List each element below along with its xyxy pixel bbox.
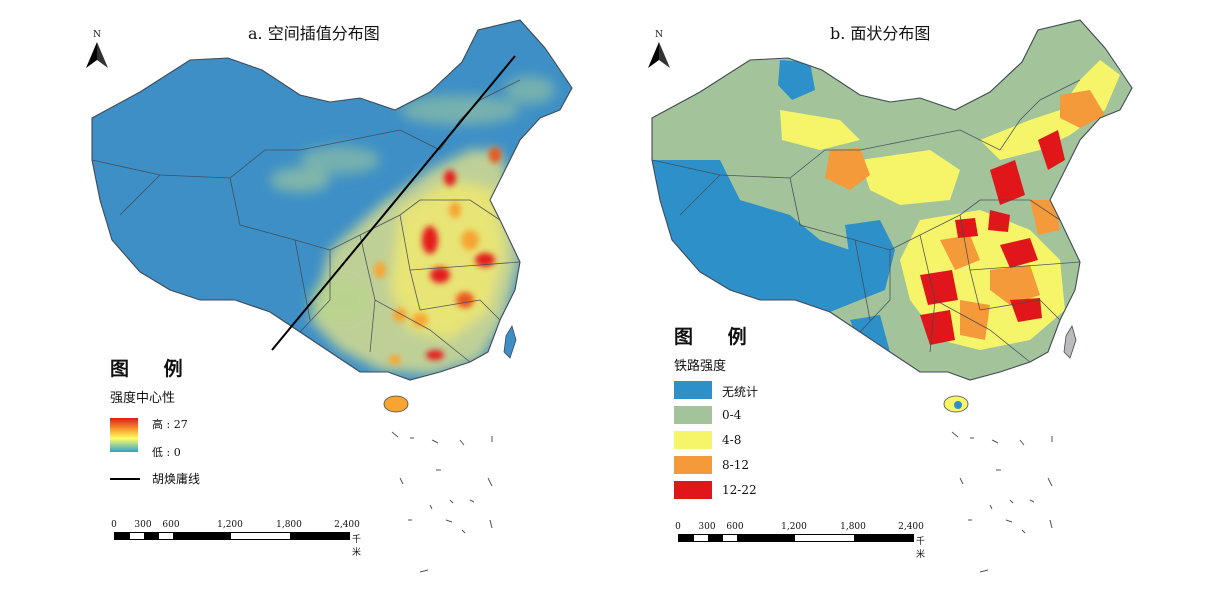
legend-class-12-22: 12-22: [674, 480, 844, 502]
gradient-swatch: [110, 418, 138, 452]
legend-class-label: 0-4: [722, 408, 742, 422]
north-arrow-b: N: [646, 30, 672, 68]
china-map-a: [91, 19, 573, 573]
legend-class-label: 无统计: [722, 385, 759, 399]
legend-swatch: [674, 456, 712, 474]
taiwan-island: [503, 325, 517, 359]
scale-tick: 2,400: [334, 520, 360, 530]
north-arrow-a: N: [84, 30, 110, 68]
scale-unit: 千米: [916, 537, 926, 560]
legend-class-label: 8-12: [722, 458, 749, 472]
hu-huanyong-line: [271, 55, 516, 351]
scale-tick: 0: [675, 522, 681, 532]
panel-a-interpolation-map: a. 空间插值分布图 N: [0, 0, 600, 596]
line-label: 胡焕庸线: [152, 472, 201, 486]
scale-tick: 0: [111, 520, 117, 530]
north-label: N: [655, 30, 663, 40]
panel-b-choropleth-map: b. 面状分布图 N: [560, 0, 1160, 596]
legend-a: 图 例 强度中心性 高 : 27 低 : 0 胡焕庸线: [110, 354, 290, 488]
south-sea-islands-b: [951, 431, 1053, 573]
scale-tick: 2,400: [898, 522, 924, 532]
legend-class-label: 12-22: [722, 483, 757, 497]
scale-tick: 600: [726, 522, 744, 532]
legend-b: 图 例 铁路强度 无统计 0-4 4-8 8-12 12-22: [674, 322, 844, 502]
scale-bar-graphic: [678, 534, 914, 542]
scale-tick: 1,200: [217, 520, 243, 530]
scale-tick: 1,200: [781, 522, 807, 532]
gradient-low-label: 低 : 0: [152, 446, 181, 459]
china-map-b: [651, 19, 1133, 573]
legend-swatch: [674, 481, 712, 499]
scale-bar-b: 0 300 600 1,200 1,800 2,400 千米: [675, 522, 925, 560]
scale-tick: 1,800: [276, 520, 302, 530]
legend-class-4-8: 4-8: [674, 430, 844, 452]
line-swatch: [110, 478, 140, 480]
north-arrow-icon: [86, 42, 108, 68]
legend-class-8-12: 8-12: [674, 455, 844, 477]
scale-tick: 300: [134, 520, 152, 530]
scale-tick: 300: [698, 522, 716, 532]
panel-b-title: b. 面状分布图: [830, 24, 931, 43]
legend-class-0-4: 0-4: [674, 405, 844, 427]
south-sea-islands-a: [391, 431, 493, 573]
legend-swatch: [674, 431, 712, 449]
scale-bar-a: 0 300 600 1,200 1,800 2,400 千米: [111, 520, 361, 558]
scale-tick: 600: [162, 520, 180, 530]
gradient-high-label: 高 : 27: [152, 418, 188, 431]
scale-unit: 千米: [352, 535, 362, 558]
legend-title: 图 例: [674, 326, 761, 348]
hainan-island: [383, 395, 409, 413]
legend-class-label: 4-8: [722, 433, 742, 447]
north-label: N: [93, 30, 101, 40]
legend-swatch: [674, 406, 712, 424]
legend-swatch: [674, 381, 712, 399]
legend-subtitle: 强度中心性: [110, 391, 176, 406]
scale-tick: 1,800: [840, 522, 866, 532]
legend-subtitle: 铁路强度: [674, 359, 727, 374]
legend-class-no-stat: 无统计: [674, 380, 844, 402]
north-arrow-icon: [648, 42, 670, 68]
legend-title: 图 例: [110, 358, 197, 380]
taiwan-island: [1063, 325, 1077, 359]
gradient-legend: 高 : 27 低 : 0: [110, 418, 290, 459]
line-legend: 胡焕庸线: [110, 470, 290, 488]
panel-a-title: a. 空间插值分布图: [248, 24, 380, 43]
scale-bar-graphic: [114, 532, 350, 540]
